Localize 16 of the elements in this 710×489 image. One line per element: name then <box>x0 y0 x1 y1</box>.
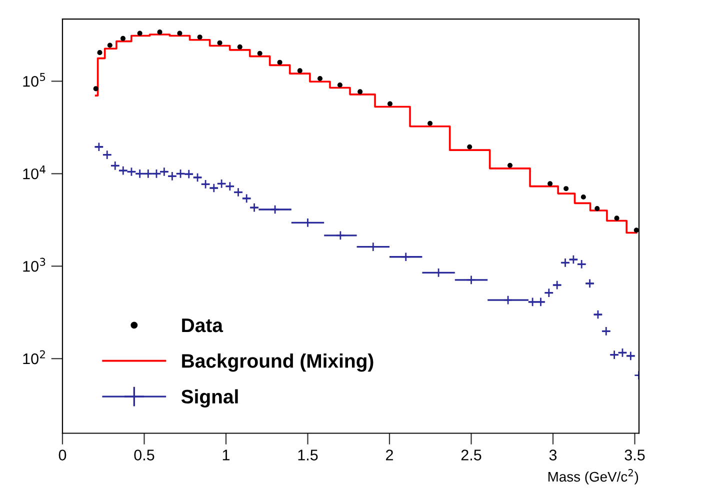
y-tick-label: 10$^{4}$ <box>23 165 46 180</box>
x-tick-label: 0.5 <box>134 450 154 460</box>
y-tick-label: 10$^{2}$ <box>23 350 45 364</box>
x-tick-label: 3.5 <box>624 450 645 460</box>
x-tick-label: 2.5 <box>461 450 482 460</box>
x-tick-label: 2 <box>386 450 393 460</box>
x-axis-title: Mass (GeV/c$^{2}$) <box>548 469 638 484</box>
legend-label: Signal <box>181 389 238 408</box>
legend-label: Data <box>182 318 224 332</box>
legend-label: Background (Mixing) <box>182 354 374 372</box>
x-tick-label: 1.5 <box>298 450 318 460</box>
x-tick-label: 3 <box>549 450 557 460</box>
y-tick-label: 10$^{3}$ <box>23 258 46 272</box>
x-tick-label: 1 <box>222 450 230 460</box>
x-tick-label: 0 <box>58 450 66 460</box>
y-tick-label: 10$^{5}$ <box>23 73 46 87</box>
